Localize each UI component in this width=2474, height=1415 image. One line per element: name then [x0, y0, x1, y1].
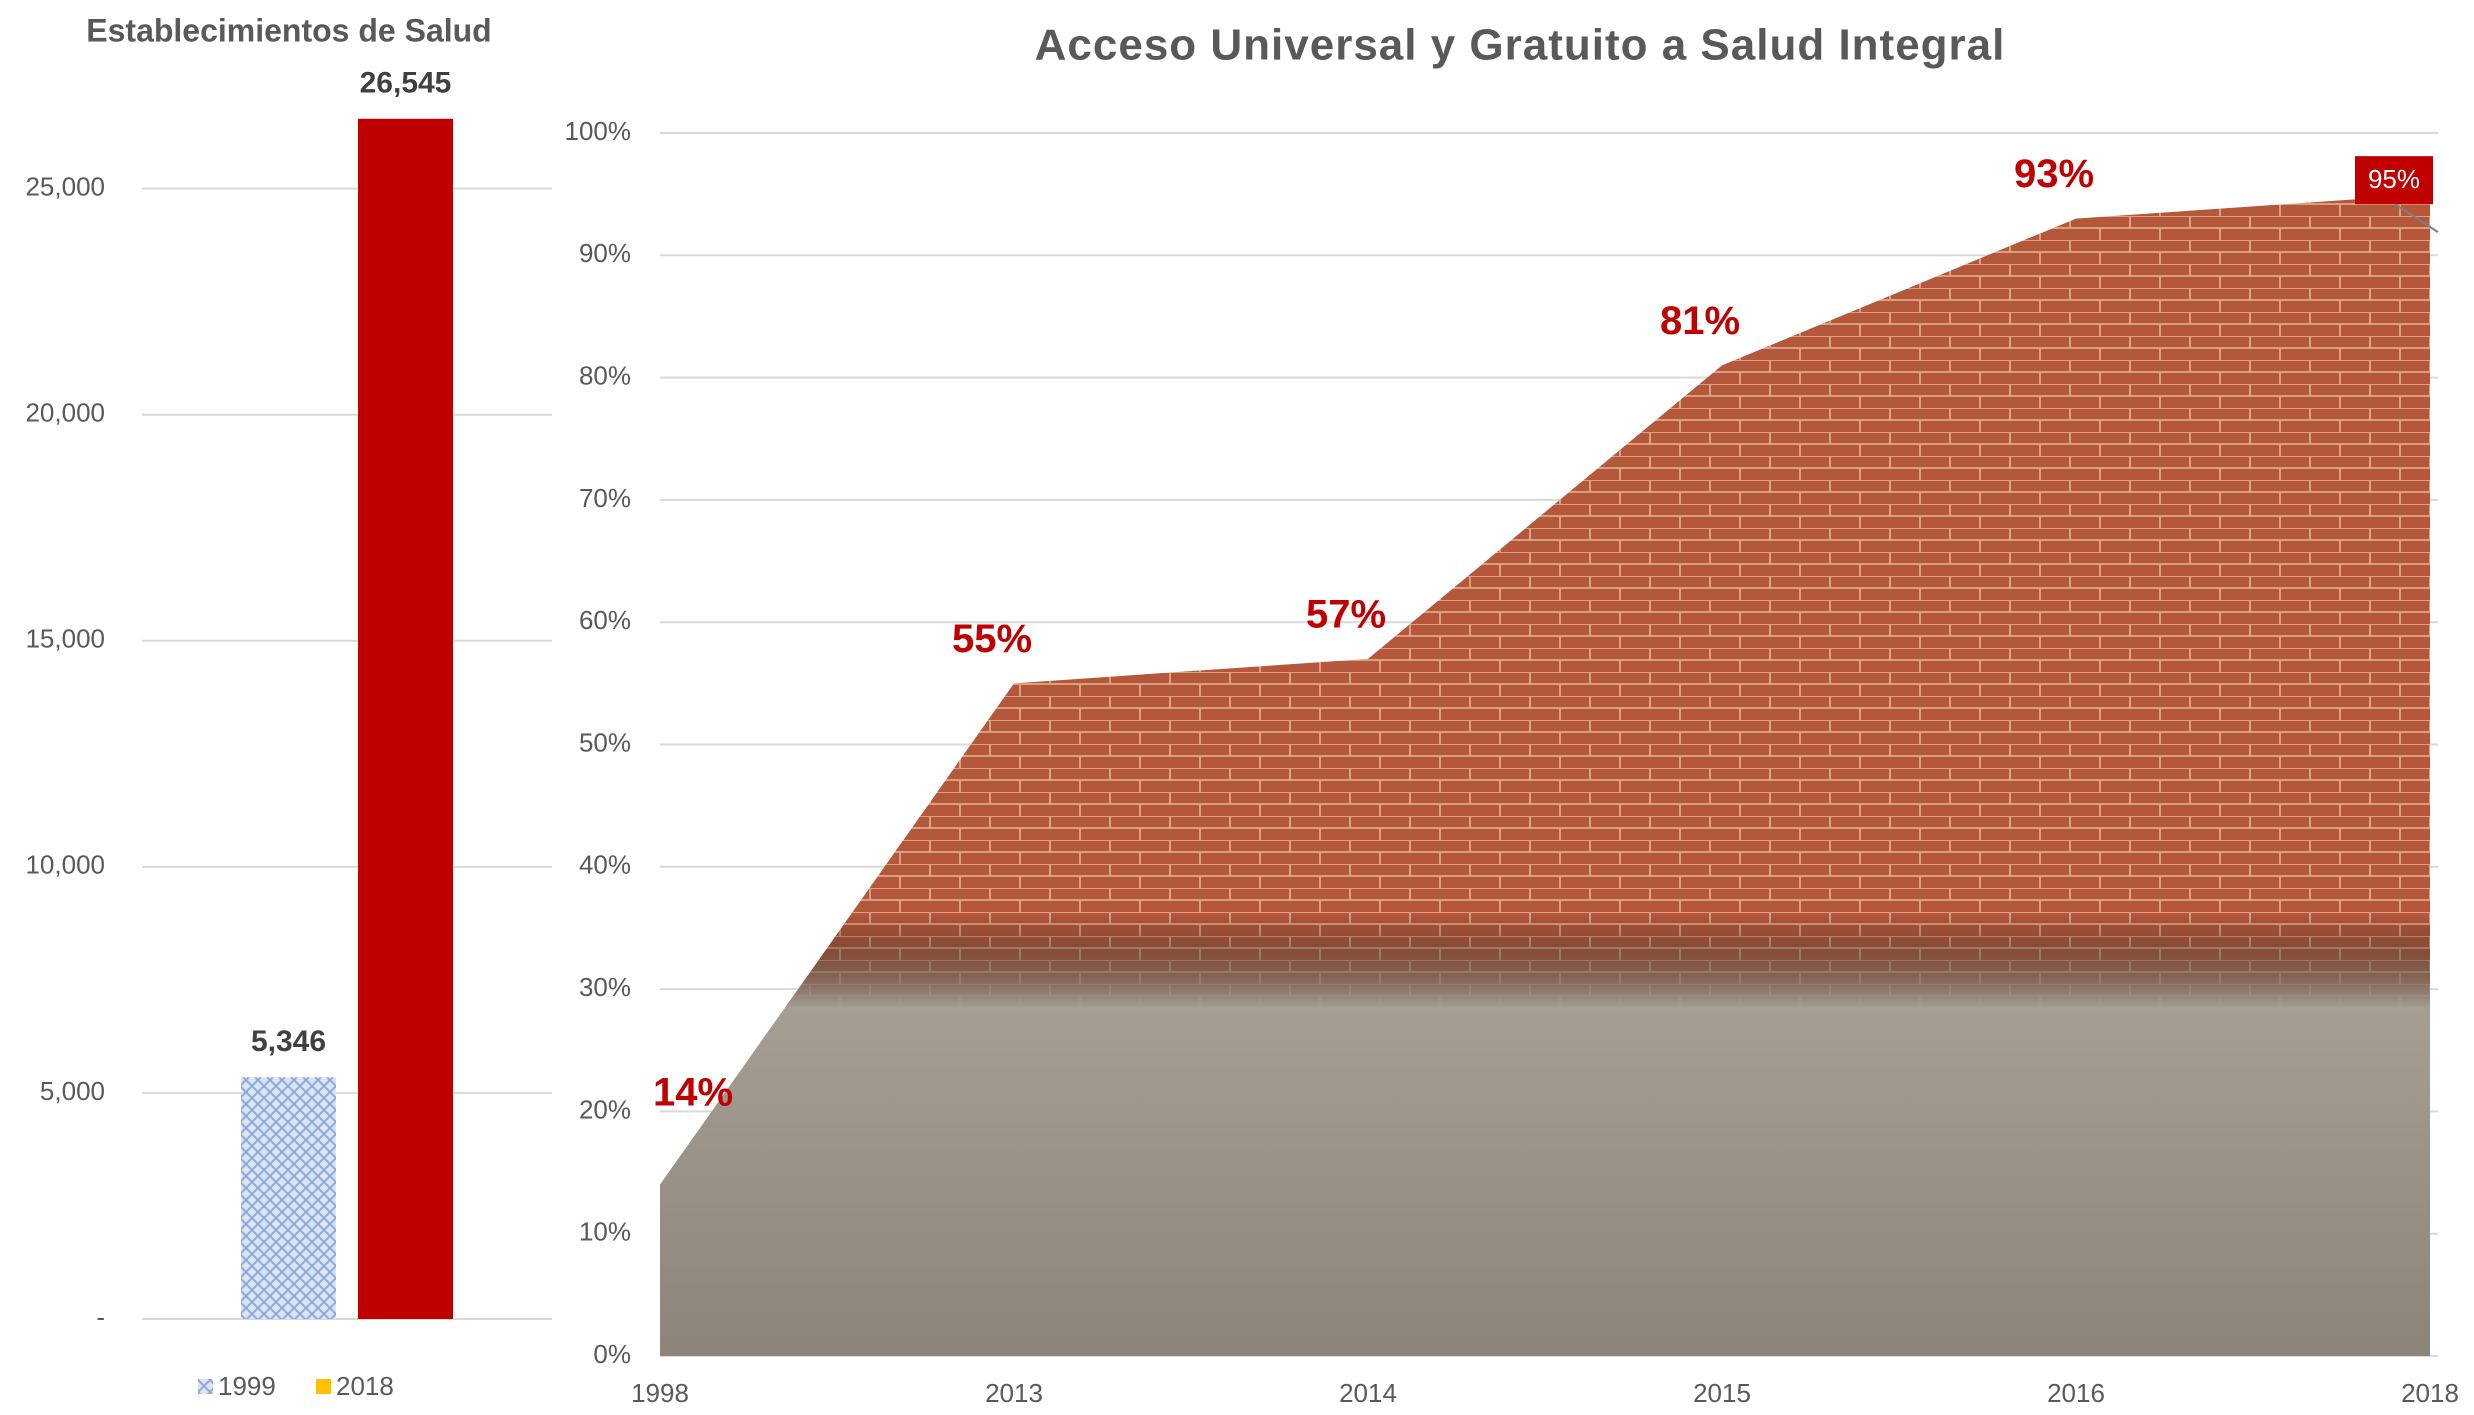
y-tick-label: 50%: [579, 727, 631, 757]
y-tick-label: 25,000: [25, 172, 105, 202]
data-label: 93%: [2014, 152, 2094, 196]
y-tick-label: 90%: [579, 238, 631, 268]
callout-box: [2355, 156, 2433, 205]
x-tick-label: 2014: [1339, 1378, 1397, 1408]
chart-title: Acceso Universal y Gratuito a Salud Inte…: [1035, 21, 2006, 70]
y-tick-label: 70%: [579, 483, 631, 513]
y-tick-label: 5,000: [40, 1076, 105, 1106]
bar: [358, 118, 453, 1320]
data-label: 55%: [952, 617, 1032, 661]
legend-swatch: [198, 1379, 213, 1394]
data-label: 5,346: [251, 1025, 326, 1058]
y-tick-label: -: [96, 1302, 105, 1332]
legend-label: 1999: [218, 1371, 276, 1401]
y-tick-label: 80%: [579, 360, 631, 390]
callout-leader: [2394, 203, 2439, 233]
x-tick-label: 1998: [631, 1378, 689, 1408]
y-tick-label: 100%: [565, 116, 632, 146]
x-tick-label: 2018: [2401, 1378, 2459, 1408]
x-tick-label: 2013: [985, 1378, 1043, 1408]
x-tick-label: 2016: [2047, 1378, 2105, 1408]
y-tick-label: 20%: [579, 1094, 631, 1124]
y-tick-label: 10,000: [25, 850, 105, 880]
data-label: 95%: [2368, 164, 2420, 194]
data-label: 57%: [1306, 592, 1386, 636]
bar: [241, 1077, 336, 1319]
x-tick-label: 2015: [1693, 1378, 1751, 1408]
chart-title: Establecimientos de Salud: [86, 12, 491, 48]
y-tick-label: 20,000: [25, 398, 105, 428]
data-label: 81%: [1660, 299, 1740, 343]
data-label: 26,545: [360, 67, 452, 100]
y-tick-label: 15,000: [25, 624, 105, 654]
y-tick-label: 10%: [579, 1217, 631, 1247]
area-group: [660, 194, 2430, 1356]
legend-swatch: [316, 1379, 331, 1394]
y-tick-label: 40%: [579, 850, 631, 880]
legend-label: 2018: [336, 1371, 394, 1401]
y-tick-label: 30%: [579, 972, 631, 1002]
data-label: 14%: [653, 1070, 733, 1114]
y-tick-label: 0%: [593, 1339, 631, 1369]
y-tick-label: 60%: [579, 605, 631, 635]
area-ground: [660, 194, 2430, 1356]
